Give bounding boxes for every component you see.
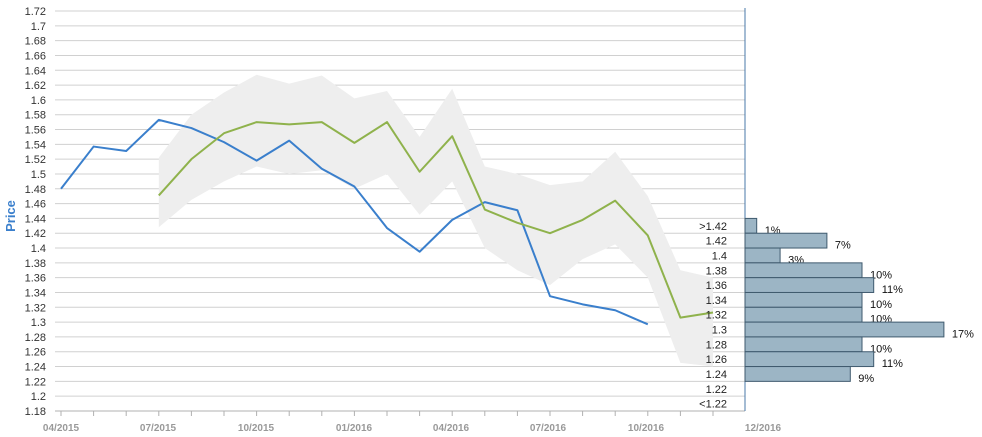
y-tick-label: 1.4 bbox=[31, 243, 46, 255]
series-line-1 bbox=[60, 118, 649, 326]
y-tick-label: 1.5 bbox=[31, 169, 46, 181]
histogram-percent-label: 9% bbox=[858, 373, 874, 385]
y-tick-label: 1.2 bbox=[31, 391, 46, 403]
y-tick-label: 1.22 bbox=[25, 376, 46, 388]
histogram-percent-label: 11% bbox=[882, 284, 903, 296]
histogram-percent-label: 10% bbox=[870, 299, 892, 311]
histogram-bar bbox=[744, 336, 863, 353]
y-tick-label: 1.6 bbox=[31, 95, 46, 107]
histogram-percent-label: 10% bbox=[870, 343, 892, 355]
histogram-bin-label: 1.38 bbox=[706, 265, 727, 277]
y-tick-label: 1.18 bbox=[25, 406, 46, 418]
x-tick-label: 07/2015 bbox=[140, 423, 177, 434]
histogram-percent-label: 11% bbox=[882, 358, 903, 370]
forecast-band bbox=[158, 74, 714, 367]
histogram-bar bbox=[744, 291, 863, 308]
histogram-percent-label: 10% bbox=[870, 269, 892, 281]
histogram-bar bbox=[744, 232, 828, 249]
histogram-bar bbox=[744, 366, 851, 382]
histogram-bin-label: >1.42 bbox=[699, 221, 727, 233]
y-tick-label: 1.36 bbox=[25, 273, 46, 285]
y-tick-label: 1.38 bbox=[25, 258, 46, 270]
histogram-bar bbox=[744, 262, 863, 279]
y-tick-label: 1.3 bbox=[31, 317, 46, 329]
y-tick-labels: 1.72 1.7 1.68 1.66 1.64 1.62 1.6 1.58 1.56 1.54 1.… bbox=[25, 6, 46, 418]
y-tick-label: 1.42 bbox=[25, 228, 46, 240]
x-tick-label: 07/2016 bbox=[530, 423, 567, 434]
y-tick-label: 1.54 bbox=[25, 139, 46, 151]
x-tick-labels: 04/2015 07/2015 10/2015 01/2016 04/2016 07/20… bbox=[43, 423, 782, 434]
histogram-bin-label: 1.36 bbox=[706, 280, 727, 292]
histogram-bin-label: 1.3 bbox=[712, 325, 727, 337]
y-tick-label: 1.46 bbox=[25, 199, 46, 211]
y-tick-label: 1.68 bbox=[25, 36, 46, 48]
y-axis-label: Price bbox=[3, 200, 18, 232]
y-tick-label: 1.7 bbox=[31, 21, 46, 33]
x-tick-label: 10/2015 bbox=[238, 423, 275, 434]
y-tick-label: 1.64 bbox=[25, 65, 46, 77]
x-tick-label: 10/2016 bbox=[628, 423, 665, 434]
y-tick-label: 1.66 bbox=[25, 50, 46, 62]
axes bbox=[55, 8, 746, 416]
histogram-bar bbox=[744, 321, 945, 338]
histogram-bar bbox=[744, 306, 863, 323]
y-tick-label: 1.58 bbox=[25, 110, 46, 122]
histogram-bin-label: 1.22 bbox=[706, 384, 727, 396]
histogram-bar bbox=[744, 217, 758, 234]
histogram-bin-label: 1.4 bbox=[712, 250, 727, 262]
x-tick-label: 01/2016 bbox=[336, 423, 373, 434]
histogram-bar bbox=[744, 351, 875, 368]
y-tick-label: 1.26 bbox=[25, 347, 46, 359]
y-tick-label: 1.28 bbox=[25, 332, 46, 344]
y-tick-label: 1.62 bbox=[25, 80, 46, 92]
x-tick-label: 04/2015 bbox=[43, 423, 80, 434]
y-tick-label: 1.72 bbox=[25, 6, 46, 18]
histogram-percent-label: 7% bbox=[835, 240, 851, 252]
y-tick-label: 1.32 bbox=[25, 302, 46, 314]
distribution-histogram: >1.42 1%1.42 7%1.4 3%1.38 10%1.36 11%1.34 10%1… bbox=[699, 217, 974, 411]
y-tick-label: 1.56 bbox=[25, 125, 46, 137]
x-tick-label: 12/2016 bbox=[745, 423, 782, 434]
series-lines bbox=[60, 118, 714, 326]
histogram-bin-label: 1.34 bbox=[706, 295, 727, 307]
x-tick-label: 04/2016 bbox=[433, 423, 470, 434]
histogram-bin-label: 1.42 bbox=[706, 236, 727, 248]
series-line-2 bbox=[158, 121, 714, 319]
y-tick-label: 1.24 bbox=[25, 362, 46, 374]
histogram-bar bbox=[744, 247, 781, 264]
y-tick-label: 1.48 bbox=[25, 184, 46, 196]
y-tick-label: 1.34 bbox=[25, 287, 46, 299]
histogram-bar bbox=[744, 277, 875, 293]
forecast-band-area bbox=[158, 74, 714, 367]
histogram-bin-label: 1.32 bbox=[706, 310, 727, 322]
y-tick-label: 1.44 bbox=[25, 213, 46, 225]
histogram-bin-label: <1.22 bbox=[699, 399, 727, 411]
histogram-bin-label: 1.26 bbox=[706, 354, 727, 366]
histogram-percent-label: 17% bbox=[952, 329, 974, 341]
histogram-bin-label: 1.28 bbox=[706, 339, 727, 351]
y-tick-label: 1.52 bbox=[25, 154, 46, 166]
histogram-bin-label: 1.24 bbox=[706, 369, 727, 381]
